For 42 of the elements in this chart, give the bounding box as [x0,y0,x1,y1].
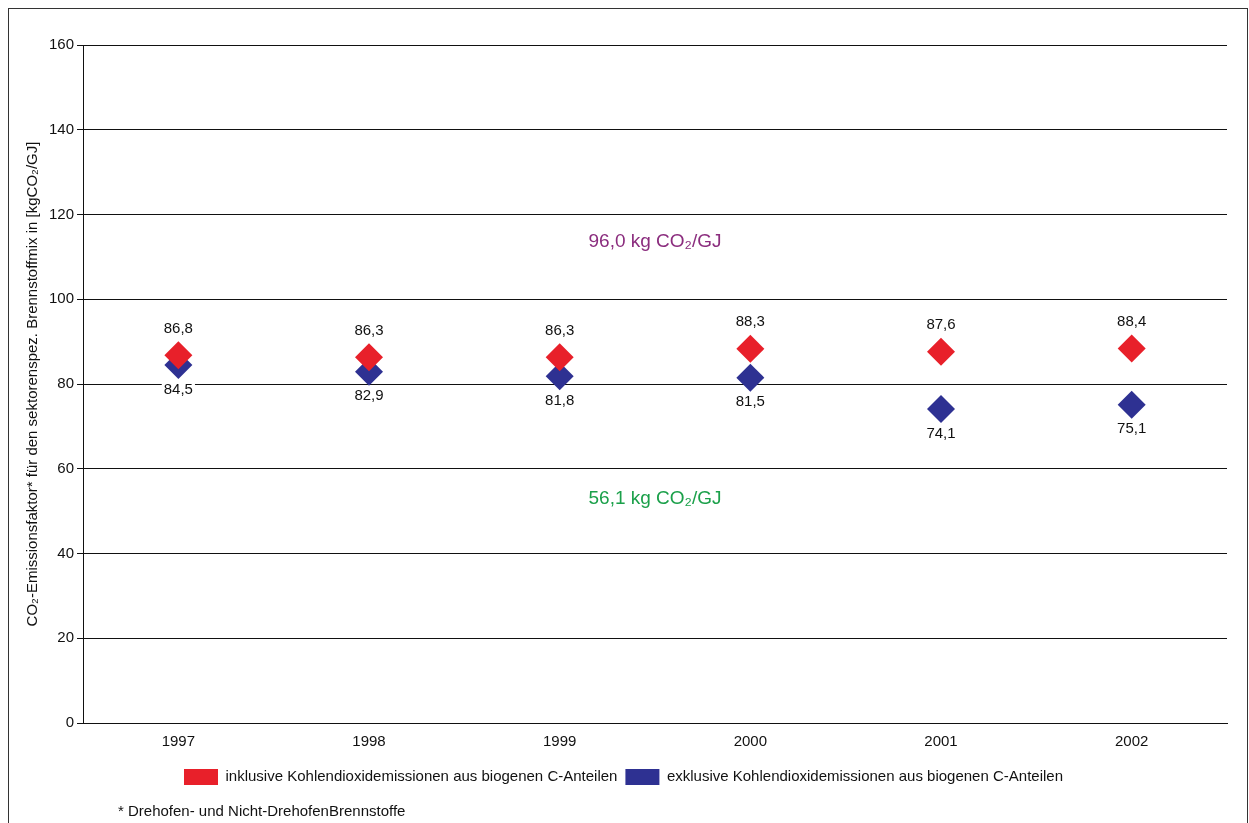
text: * Drehofen- und Nicht-DrehofenBrennstoffe [118,802,406,819]
legend-label: exklusive Kohlendioxidemissionen aus biogenen C-Anteilen [666,767,1064,785]
y-axis-title: CO₂-Emissionsfaktor* für den sektorenspez. Brennstoffmix in [kgCO₂/GJ] [23,141,41,627]
x-tick-label: 1997 [161,732,196,750]
point [736,363,765,392]
x-tick-label: 1999 [542,732,577,750]
point [736,334,765,363]
y-tick-label: 40 [57,543,75,561]
annotation: 56,1 kg CO₂/GJ [588,487,722,509]
y-tick-label: 120 [49,204,75,222]
x-tick-label: 2000 [733,732,768,750]
point [927,395,956,423]
annotation: 96,0 kg CO₂/GJ [588,229,722,251]
y-tick-label: 20 [57,628,75,646]
data-label: 81,8 [545,391,575,409]
data-label: 75,1 [1117,419,1147,437]
x-tick-label: 2002 [1114,732,1149,750]
point [1117,390,1146,419]
point [927,337,956,366]
data-label: 84,5 [163,379,193,397]
data-label: 81,5 [735,392,765,410]
data-label: 86,8 [163,318,193,336]
y-tick-label: 0 [65,713,75,731]
data-label: 87,6 [926,315,956,333]
data-label: 86,3 [545,320,575,338]
point [355,343,384,372]
x-tick-label: 2001 [924,732,958,750]
data-label: 86,3 [354,320,384,338]
data-label: 74,1 [926,423,956,441]
x-tick-label: 1998 [352,732,386,750]
legend-label: inklusive Kohlendioxidemissionen aus biogenen C-Anteilen [225,767,618,785]
y-tick-label: 80 [57,374,75,392]
y-tick-label: 60 [57,458,75,476]
data-label: 88,3 [735,312,765,330]
point [1117,334,1146,363]
point [164,341,193,370]
data-label: 82,9 [354,386,384,404]
data-label: 88,4 [1117,312,1147,330]
point [545,343,574,372]
y-tick-label: 140 [49,119,75,137]
y-tick-label: 100 [49,289,75,307]
y-tick-label: 160 [49,35,75,53]
